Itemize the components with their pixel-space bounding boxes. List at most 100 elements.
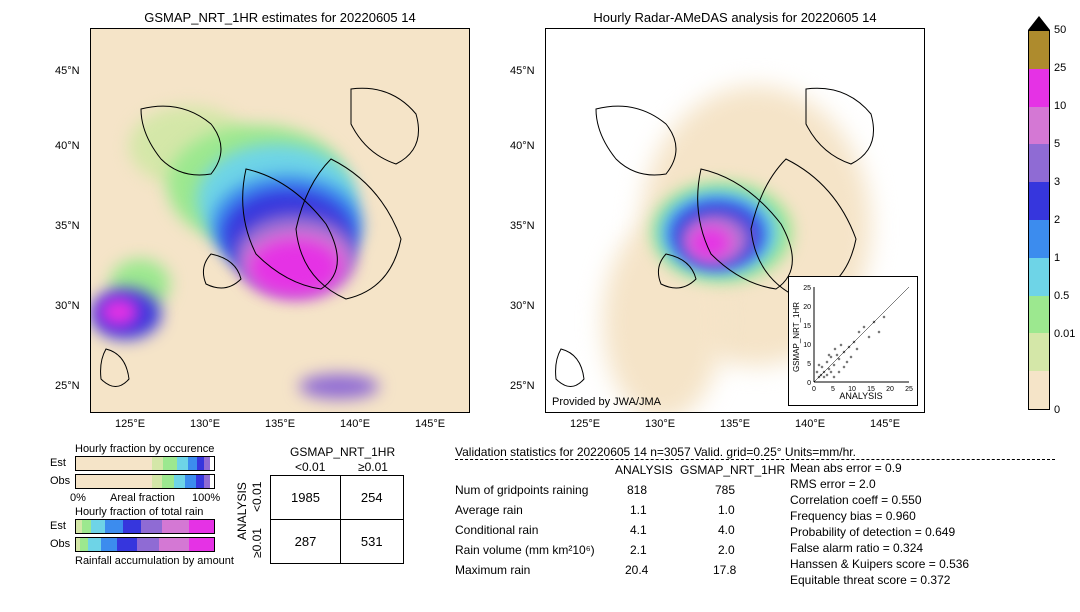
leftmap-xtick-2: 135°E bbox=[265, 418, 295, 430]
colorbar-top-arrow bbox=[1028, 16, 1050, 30]
cb-seg-7 bbox=[1029, 296, 1049, 334]
val-row-3-label: Rain volume (mm km²10⁶) bbox=[455, 543, 595, 557]
svg-text:15: 15 bbox=[803, 323, 811, 330]
val-row-0-label: Num of gridpoints raining bbox=[455, 483, 588, 497]
val-row-2-label: Conditional rain bbox=[455, 523, 538, 537]
colorbar: 50 25 10 5 3 2 1 0.5 0.01 0 bbox=[1028, 30, 1050, 410]
leftmap-ytick-3: 40°N bbox=[55, 140, 80, 152]
cont-col-1: ≥0.01 bbox=[358, 460, 388, 474]
stat-7: Equitable threat score = 0.372 bbox=[790, 573, 950, 587]
cb-seg-6 bbox=[1029, 258, 1049, 296]
cb-seg-8 bbox=[1029, 333, 1049, 371]
cb-tick-0: 50 bbox=[1054, 24, 1066, 36]
stat-3: Frequency bias = 0.960 bbox=[790, 509, 916, 523]
leftmap-ytick-1: 30°N bbox=[55, 300, 80, 312]
cb-tick-4: 3 bbox=[1054, 176, 1060, 188]
val-row-3-v2: 2.0 bbox=[718, 543, 735, 557]
stat-6: Hanssen & Kuipers score = 0.536 bbox=[790, 557, 969, 571]
leftmap-ytick-4: 45°N bbox=[55, 65, 80, 77]
validation-header: Validation statistics for 20220605 14 n=… bbox=[455, 445, 1055, 460]
frac-rain-footer: Rainfall accumulation by amount bbox=[75, 555, 234, 567]
left-map-bg bbox=[91, 29, 469, 412]
svg-text:0: 0 bbox=[812, 386, 816, 393]
right-map-bg: Provided by JWA/JMA bbox=[546, 29, 924, 412]
coastline-svg bbox=[91, 29, 469, 412]
leftmap-xtick-4: 145°E bbox=[415, 418, 445, 430]
frac-occ-x1: Areal fraction bbox=[110, 492, 175, 504]
scatter-svg: ANALYSIS GSMAP_NRT_1HR 0 5 10 15 20 25 0… bbox=[789, 277, 919, 407]
svg-text:10: 10 bbox=[848, 386, 856, 393]
frac-occ-title: Hourly fraction by occurence bbox=[75, 443, 214, 455]
left-map-title: GSMAP_NRT_1HR estimates for 20220605 14 bbox=[90, 10, 470, 25]
cont-col-header: GSMAP_NRT_1HR bbox=[290, 445, 395, 459]
scatter-plot: ANALYSIS GSMAP_NRT_1HR 0 5 10 15 20 25 0… bbox=[788, 276, 918, 406]
rightmap-ytick-2: 35°N bbox=[510, 220, 535, 232]
val-row-4-v2: 17.8 bbox=[713, 563, 736, 577]
rightmap-ytick-0: 25°N bbox=[510, 380, 535, 392]
cb-seg-2 bbox=[1029, 107, 1049, 145]
val-row-2-v1: 4.1 bbox=[630, 523, 647, 537]
right-map-title: Hourly Radar-AMeDAS analysis for 2022060… bbox=[545, 10, 925, 25]
frac-rain-title: Hourly fraction of total rain bbox=[75, 506, 203, 518]
frac-rain-est-bar bbox=[75, 519, 215, 534]
val-row-0-v1: 818 bbox=[627, 483, 647, 497]
cb-tick-1: 25 bbox=[1054, 62, 1066, 74]
cont-cell-01: 254 bbox=[340, 476, 403, 520]
svg-text:15: 15 bbox=[867, 386, 875, 393]
rightmap-xtick-3: 140°E bbox=[795, 418, 825, 430]
cb-tick-5: 2 bbox=[1054, 214, 1060, 226]
svg-text:5: 5 bbox=[807, 361, 811, 368]
rightmap-ytick-4: 45°N bbox=[510, 65, 535, 77]
leftmap-ytick-2: 35°N bbox=[55, 220, 80, 232]
cb-tick-3: 5 bbox=[1054, 138, 1060, 150]
svg-text:20: 20 bbox=[803, 304, 811, 311]
cb-seg-5 bbox=[1029, 220, 1049, 258]
stat-2: Correlation coeff = 0.550 bbox=[790, 493, 922, 507]
leftmap-xtick-1: 130°E bbox=[190, 418, 220, 430]
cont-cell-10: 287 bbox=[271, 520, 341, 564]
cb-tick-2: 10 bbox=[1054, 100, 1066, 112]
cb-seg-9 bbox=[1029, 371, 1049, 409]
cont-row-0: <0.01 bbox=[250, 482, 264, 512]
frac-occ-row0: Est bbox=[50, 457, 66, 469]
frac-occ-obs-bar bbox=[75, 474, 215, 489]
attribution-text: Provided by JWA/JMA bbox=[552, 396, 661, 408]
cb-seg-1 bbox=[1029, 69, 1049, 107]
frac-rain-row1: Obs bbox=[50, 538, 70, 550]
svg-text:0: 0 bbox=[807, 380, 811, 387]
val-row-1-v1: 1.1 bbox=[630, 503, 647, 517]
right-map-panel: Provided by JWA/JMA bbox=[545, 28, 925, 413]
frac-rain-row0: Est bbox=[50, 520, 66, 532]
cb-seg-0 bbox=[1029, 31, 1049, 69]
frac-occ-x0: 0% bbox=[70, 492, 86, 504]
frac-occ-est-bar bbox=[75, 456, 215, 471]
val-row-0-v2: 785 bbox=[715, 483, 735, 497]
val-colh-2: GSMAP_NRT_1HR bbox=[680, 463, 785, 477]
leftmap-ytick-0: 25°N bbox=[55, 380, 80, 392]
val-row-2-v2: 4.0 bbox=[718, 523, 735, 537]
leftmap-xtick-0: 125°E bbox=[115, 418, 145, 430]
stat-5: False alarm ratio = 0.324 bbox=[790, 541, 923, 555]
cb-seg-4 bbox=[1029, 182, 1049, 220]
cb-tick-6: 1 bbox=[1054, 252, 1060, 264]
svg-text:10: 10 bbox=[803, 342, 811, 349]
rightmap-ytick-1: 30°N bbox=[510, 300, 535, 312]
rightmap-xtick-4: 145°E bbox=[870, 418, 900, 430]
frac-occ-row1: Obs bbox=[50, 475, 70, 487]
cont-cell-11: 531 bbox=[340, 520, 403, 564]
svg-text:GSMAP_NRT_1HR: GSMAP_NRT_1HR bbox=[792, 302, 801, 372]
cont-row-header: ANALYSIS bbox=[235, 482, 249, 540]
stat-1: RMS error = 2.0 bbox=[790, 477, 876, 491]
cont-col-0: <0.01 bbox=[295, 460, 325, 474]
cont-row-1: ≥0.01 bbox=[250, 528, 264, 558]
cont-cell-00: 1985 bbox=[271, 476, 341, 520]
val-row-1-label: Average rain bbox=[455, 503, 523, 517]
svg-text:25: 25 bbox=[803, 285, 811, 292]
val-colh-1: ANALYSIS bbox=[615, 463, 673, 477]
stat-4: Probability of detection = 0.649 bbox=[790, 525, 955, 539]
svg-text:25: 25 bbox=[905, 386, 913, 393]
rightmap-ytick-3: 40°N bbox=[510, 140, 535, 152]
cb-seg-3 bbox=[1029, 144, 1049, 182]
contingency-table: 1985 254 287 531 bbox=[270, 475, 404, 564]
frac-occ-x2: 100% bbox=[192, 492, 220, 504]
